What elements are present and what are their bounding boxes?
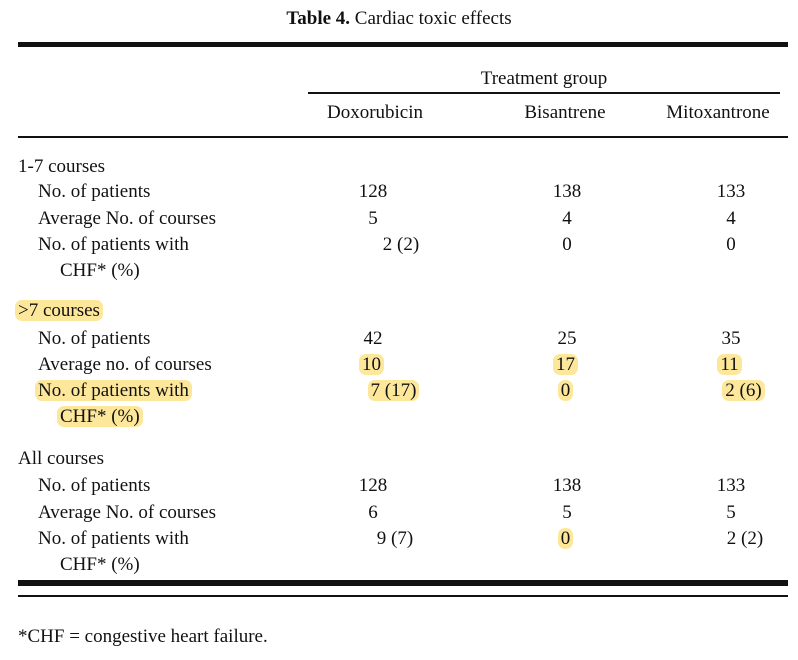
header-rule xyxy=(18,136,788,138)
section-heading: All courses xyxy=(18,448,105,469)
row-label-highlighted: No. of patients with xyxy=(35,380,192,402)
row-label: Average No. of courses xyxy=(38,502,216,523)
cell-value: 0 xyxy=(726,234,736,255)
group-spanner-rule xyxy=(308,92,780,94)
cell-value: 133 xyxy=(716,475,746,496)
cell-value-highlighted: 2 (6) xyxy=(690,380,798,402)
highlight: 7 (17) xyxy=(367,380,420,401)
cell-value: 138 xyxy=(552,475,582,496)
highlight: 17 xyxy=(553,354,578,375)
cell-value: 5 xyxy=(368,208,378,229)
section-heading: 1-7 courses xyxy=(18,156,106,177)
cell-value-highlighted: 11 xyxy=(676,354,786,376)
cell-value: 138 xyxy=(552,181,582,202)
top-rule xyxy=(18,42,788,47)
cell-value: 42 xyxy=(363,328,383,349)
row-label: No. of patients with xyxy=(38,234,189,255)
row-label: Average No. of courses xyxy=(38,208,216,229)
section-heading-highlighted: >7 courses xyxy=(15,300,103,322)
cell-value: 2 (2) xyxy=(382,234,420,255)
treatment-group-header: Treatment group xyxy=(480,68,608,89)
col-header-doxorubicin: Doxorubicin xyxy=(326,102,424,123)
highlight: 2 (6) xyxy=(722,380,765,401)
highlight: 11 xyxy=(717,354,742,375)
cell-value-highlighted: 7 (17) xyxy=(350,380,440,402)
cell-value: 128 xyxy=(358,475,388,496)
cell-value: 35 xyxy=(721,328,741,349)
cell-value: 4 xyxy=(726,208,736,229)
cell-value-highlighted: 0 xyxy=(512,528,622,550)
row-label: No. of patients xyxy=(38,181,151,202)
row-label-continued-highlighted: CHF* (%) xyxy=(57,406,143,428)
cell-value: 0 xyxy=(562,234,572,255)
cell-value: 128 xyxy=(358,181,388,202)
bottom-rule xyxy=(18,580,788,586)
cell-value: 133 xyxy=(716,181,746,202)
bottom-rule-thin xyxy=(18,595,788,597)
highlight: 0 xyxy=(557,528,574,549)
row-label-continued: CHF* (%) xyxy=(60,260,140,281)
table-title: Table 4. Cardiac toxic effects xyxy=(0,8,798,30)
highlight: 0 xyxy=(557,380,574,401)
table-caption: Cardiac toxic effects xyxy=(354,8,512,29)
row-label-continued: CHF* (%) xyxy=(60,554,140,575)
cell-value: 6 xyxy=(368,502,378,523)
cell-value: 25 xyxy=(557,328,577,349)
cell-value-highlighted: 10 xyxy=(328,354,418,376)
cell-value: 5 xyxy=(726,502,736,523)
cell-value: 2 (2) xyxy=(726,528,764,549)
row-label: No. of patients xyxy=(38,475,151,496)
cell-value-highlighted: 17 xyxy=(512,354,622,376)
cell-value: 9 (7) xyxy=(376,528,414,549)
col-header-bisantrene: Bisantrene xyxy=(524,102,606,123)
row-label: No. of patients with xyxy=(38,528,189,549)
footnote: *CHF = congestive heart failure. xyxy=(18,626,268,647)
table-number: Table 4. xyxy=(286,8,351,29)
row-label: Average no. of courses xyxy=(38,354,212,375)
highlight: CHF* (%) xyxy=(57,406,143,427)
col-header-mitoxantrone: Mitoxantrone xyxy=(666,102,770,123)
highlight: >7 courses xyxy=(15,300,103,321)
cell-value: 4 xyxy=(562,208,572,229)
cell-value: 5 xyxy=(562,502,572,523)
row-label: No. of patients xyxy=(38,328,151,349)
highlight: No. of patients with xyxy=(35,380,192,401)
cell-value-highlighted: 0 xyxy=(512,380,622,402)
highlight: 10 xyxy=(359,354,384,375)
